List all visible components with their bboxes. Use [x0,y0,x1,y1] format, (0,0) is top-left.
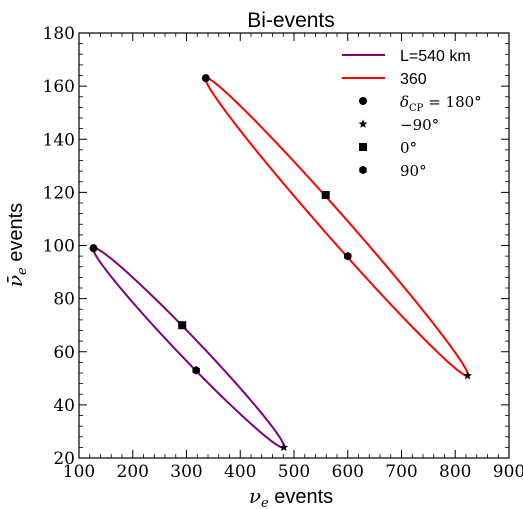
legend-label-delta_180: δCP = 180° [400,93,482,114]
legend-marker-delta_m90 [358,119,368,128]
series-0-marker-delta_0 [178,321,187,330]
chart-title: Bi-events [247,9,335,32]
x-tick-label: 600 [332,462,364,482]
legend-label-1: 360 [400,71,427,88]
y-axis-label-text: events [5,203,27,267]
y-tick-label: 160 [43,77,75,97]
legend-marker-delta_90 [359,165,367,175]
x-tick-label: 900 [493,462,523,482]
legend-marker-delta_0 [359,143,367,151]
axis-ticks: 100 200 300 400 500 600 700 800 900 20 40 60 80 100 12… [43,24,523,482]
legend-label-delta_90: 90° [400,162,427,180]
y-tick-label: 140 [43,130,75,150]
plot-area [89,74,472,452]
x-tick-label: 200 [117,462,149,482]
series-0-marker-delta_90 [192,366,200,375]
y-tick-label: 100 [43,237,75,257]
x-tick-label: 300 [170,462,202,482]
series-1-marker-delta_m90 [463,371,472,380]
y-tick-label: 120 [43,183,75,203]
x-tick-label: 500 [278,462,310,482]
y-tick-label: 80 [53,290,75,310]
x-axis-label-text: events [269,486,333,508]
y-tick-label: 60 [53,343,75,363]
legend: L=540 km 360 δCP = 180° −90° 0° 90° [342,48,482,180]
y-axis-label-symbol: ν̄ [3,275,27,287]
legend-label-delta_m90: −90° [400,116,439,134]
series-curve-0 [92,246,286,449]
legend-label-delta_0: 0° [400,139,417,157]
y-tick-label: 40 [53,396,75,416]
x-tick-label: 700 [385,462,417,482]
legend-marker-delta_180 [359,97,367,105]
y-axis-label: ν̄e events [3,203,30,287]
series-1-marker-delta_90 [344,251,352,261]
series-1-marker-delta_0 [321,191,330,200]
x-tick-label: 100 [63,462,95,482]
y-tick-label: 20 [53,449,75,469]
x-tick-label: 800 [439,462,471,482]
legend-label-0: L=540 km [400,48,471,65]
y-tick-label: 180 [43,24,75,44]
x-axis-label: νe events [249,484,333,509]
series-0-marker-delta_m90 [279,442,289,452]
y-axis-label-subscript: e [15,267,30,275]
x-axis-label-subscript: e [261,496,269,509]
x-tick-label: 400 [224,462,256,482]
series-0-marker-delta_180 [89,244,98,253]
series-1-marker-delta_180 [201,74,210,83]
x-axis-label-symbol: ν [249,484,261,508]
